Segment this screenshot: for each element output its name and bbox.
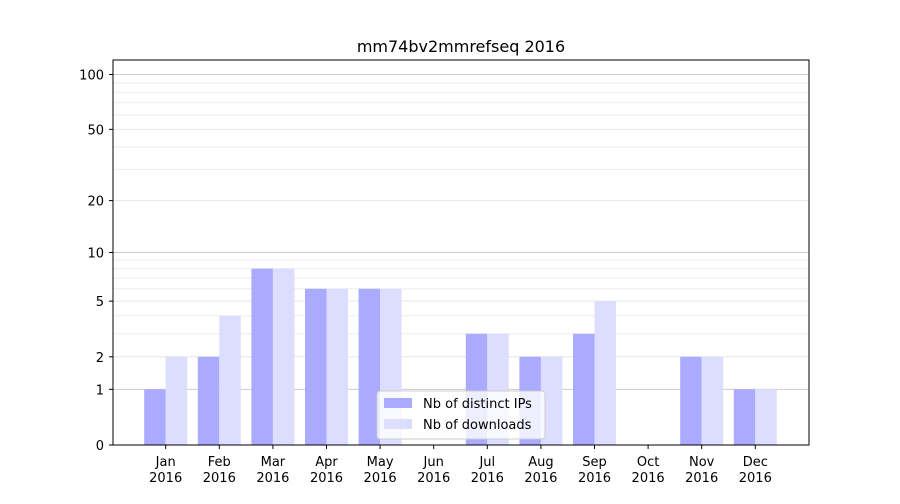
bar-distinct-ips	[144, 389, 166, 445]
bar-downloads	[701, 356, 724, 445]
x-tick-label: 2016	[364, 471, 397, 486]
x-tick-label: 2016	[471, 471, 504, 486]
bar-downloads	[326, 288, 348, 445]
x-tick-label: Jul	[478, 455, 495, 470]
x-tick-label: Oct	[637, 455, 659, 470]
x-tick-label: 2016	[149, 471, 182, 486]
bar-distinct-ips	[305, 288, 327, 445]
bar-distinct-ips	[251, 268, 273, 445]
bar-distinct-ips	[573, 333, 595, 445]
bar-downloads	[165, 356, 188, 445]
bar-downloads	[272, 268, 295, 445]
x-tick-label: Sep	[582, 455, 607, 470]
legend-box	[376, 390, 546, 440]
x-tick-label: Aug	[528, 455, 553, 470]
legend-swatch	[384, 398, 412, 408]
y-axis: 0 1 2 5 10 20 50 100	[79, 69, 113, 454]
y-tick-label: 2	[96, 351, 104, 366]
x-tick-label: Dec	[743, 455, 768, 470]
x-tick-label: Apr	[315, 455, 338, 470]
x-tick-label: 2016	[256, 471, 289, 486]
x-tick-label: 2016	[632, 471, 665, 486]
x-axis: Jan2016Feb2016Mar2016Apr2016May2016Jun20…	[149, 445, 772, 486]
x-tick-label: 2016	[203, 471, 236, 486]
y-tick-label: 0	[96, 439, 104, 454]
x-tick-label: Jan	[155, 455, 176, 470]
x-tick-label: Mar	[261, 455, 286, 470]
bar-distinct-ips	[733, 389, 756, 445]
grid-layer	[113, 74, 809, 390]
x-tick-label: 2016	[524, 471, 557, 486]
x-tick-label: 2016	[739, 471, 772, 486]
legend-label: Nb of distinct IPs	[423, 397, 532, 412]
x-tick-label: 2016	[310, 471, 343, 486]
bar-downloads	[755, 389, 777, 445]
y-tick-label: 100	[79, 69, 104, 84]
x-tick-label: Jun	[423, 455, 444, 470]
bar-distinct-ips	[680, 356, 702, 445]
y-tick-label: 10	[87, 247, 104, 262]
bar-distinct-ips	[197, 356, 220, 445]
bar-downloads	[594, 301, 616, 445]
y-tick-label: 5	[96, 295, 104, 310]
x-tick-label: Feb	[208, 455, 231, 470]
x-tick-label: Nov	[689, 455, 715, 470]
y-tick-label: 20	[87, 195, 104, 210]
legend-swatch	[384, 419, 412, 429]
legend: Nb of distinct IPs Nb of downloads	[376, 390, 546, 440]
x-tick-label: 2016	[685, 471, 718, 486]
bar-downloads	[219, 315, 241, 445]
y-tick-label: 50	[87, 123, 104, 138]
x-tick-label: May	[367, 455, 394, 470]
x-tick-label: 2016	[417, 471, 450, 486]
y-tick-label: 1	[96, 383, 104, 398]
x-tick-label: 2016	[578, 471, 611, 486]
bar-downloads	[540, 356, 563, 445]
bar-distinct-ips	[358, 288, 381, 445]
chart-title: mm74bv2mmrefseq 2016	[357, 37, 565, 56]
legend-label: Nb of downloads	[423, 418, 532, 433]
